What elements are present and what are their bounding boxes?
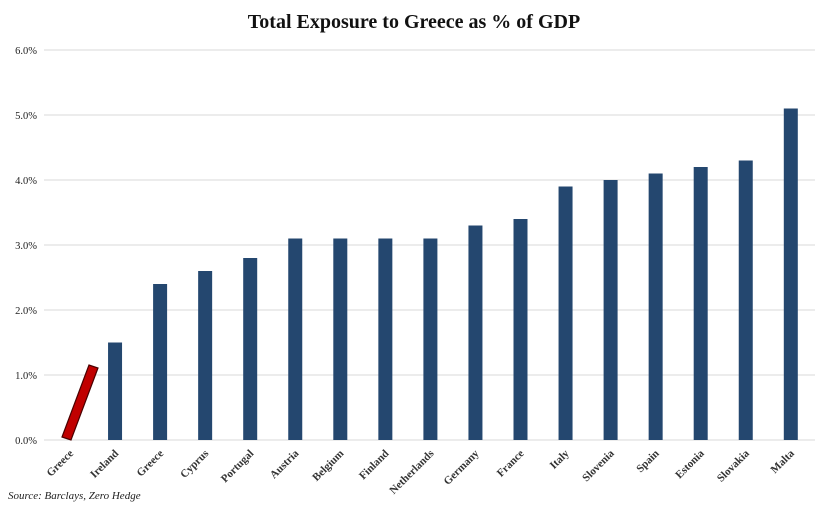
y-tick-label: 5.0% bbox=[15, 111, 37, 122]
bar-spain bbox=[648, 173, 663, 440]
x-tick-label: Greece bbox=[44, 448, 76, 480]
bar-france bbox=[513, 219, 528, 440]
chart-title: Total Exposure to Greece as % of GDP bbox=[248, 11, 580, 33]
y-tick-label: 6.0% bbox=[15, 46, 37, 57]
source-note: Source: Barclays, Zero Hedge bbox=[8, 490, 141, 502]
bar-finland bbox=[378, 238, 393, 440]
y-axis-ticks: 0.0% 1.0% 2.0% 3.0% 4.0% 5.0% 6.0% bbox=[15, 46, 37, 447]
x-tick-label: Austria bbox=[268, 447, 302, 481]
x-tick-label: Ireland bbox=[88, 448, 121, 481]
bar-estonia bbox=[693, 167, 708, 440]
bar-germany bbox=[468, 225, 483, 440]
bar-belgium bbox=[333, 238, 348, 440]
bars bbox=[108, 108, 798, 440]
x-tick-label: France bbox=[495, 448, 527, 480]
bar-italy bbox=[558, 186, 573, 440]
x-tick-label: Greece bbox=[135, 448, 167, 480]
x-axis-ticks: Greece Ireland Greece Cyprus Portugal Austria… bbox=[44, 447, 797, 497]
y-tick-label: 0.0% bbox=[15, 436, 37, 447]
x-tick-label: Finland bbox=[357, 448, 391, 482]
greece-marker-bar bbox=[61, 364, 99, 441]
bar-cyprus bbox=[198, 271, 213, 440]
y-tick-label: 1.0% bbox=[15, 371, 37, 382]
x-tick-label: Netherlands bbox=[387, 447, 437, 497]
y-tick-label: 3.0% bbox=[15, 241, 37, 252]
y-tick-label: 4.0% bbox=[15, 176, 37, 187]
x-tick-label: Slovakia bbox=[715, 447, 752, 484]
x-tick-label: Malta bbox=[769, 447, 798, 476]
x-tick-label: Spain bbox=[634, 448, 662, 476]
x-tick-label: Slovenia bbox=[580, 447, 617, 484]
bar-austria bbox=[288, 238, 303, 440]
bar-greece bbox=[153, 284, 168, 440]
y-tick-label: 2.0% bbox=[15, 306, 37, 317]
bar-portugal bbox=[243, 258, 258, 440]
x-tick-label: Belgium bbox=[310, 448, 346, 484]
bar-ireland bbox=[108, 342, 123, 440]
bar-slovakia bbox=[738, 160, 753, 440]
x-tick-label: Cyprus bbox=[178, 447, 212, 481]
x-tick-label: Italy bbox=[548, 447, 572, 471]
x-tick-label: Portugal bbox=[219, 448, 256, 485]
bar-netherlands bbox=[423, 238, 438, 440]
bar-slovenia bbox=[603, 180, 618, 440]
greece-marker bbox=[61, 364, 99, 441]
bar-malta bbox=[783, 108, 798, 440]
x-tick-label: Estonia bbox=[673, 447, 707, 481]
x-tick-label: Germany bbox=[442, 447, 482, 487]
